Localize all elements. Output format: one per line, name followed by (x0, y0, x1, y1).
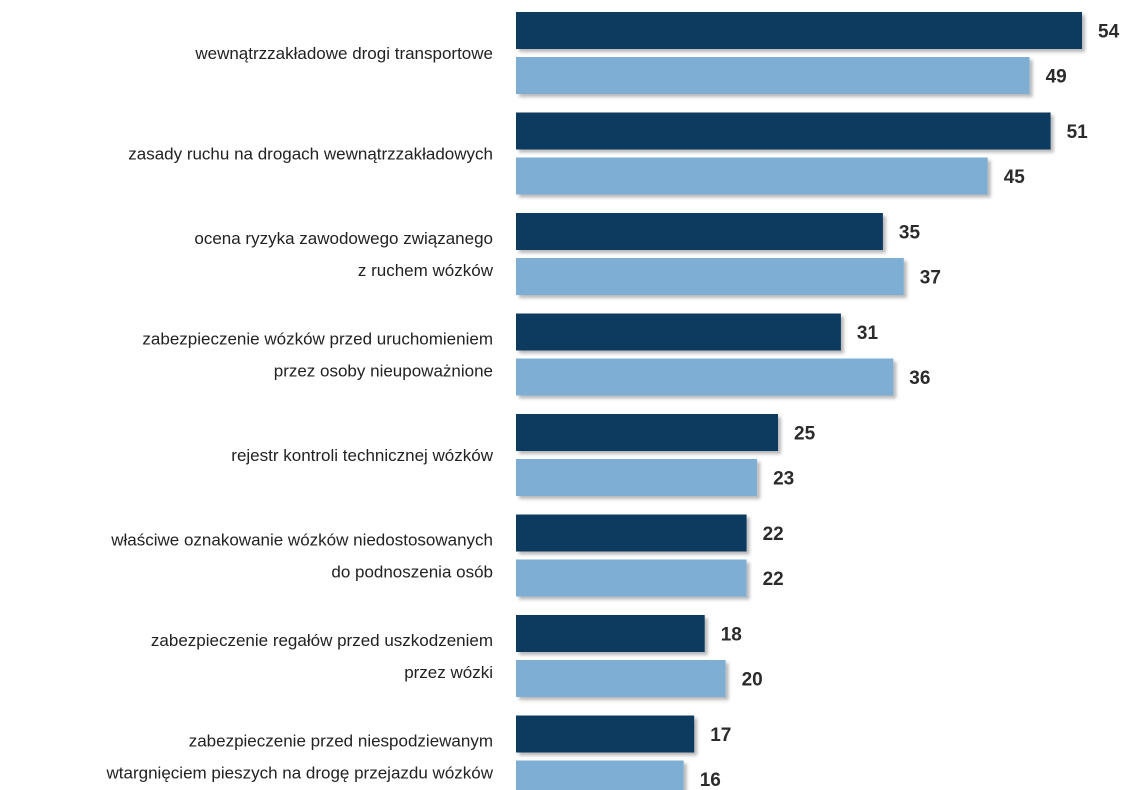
value-label: 45 (1004, 167, 1026, 188)
value-label: 18 (721, 625, 742, 646)
bar-series-1 (516, 313, 841, 351)
category-label: zabezpieczenie regałów przed uszkodzenie… (151, 631, 493, 650)
value-label: 37 (920, 268, 941, 289)
value-label: 54 (1098, 22, 1120, 43)
category-label: rejestr kontroli technicznej wózków (231, 446, 493, 465)
value-label: 17 (710, 725, 731, 746)
value-label: 49 (1046, 67, 1067, 88)
category-label: wtargnięciem pieszych na drogę przejazdu… (106, 764, 494, 783)
category-label: z ruchem wózków (358, 261, 494, 280)
bar-series-2 (516, 660, 726, 697)
bar-series-2 (516, 157, 988, 195)
value-label: 20 (742, 670, 763, 691)
bar-series-2 (516, 358, 894, 396)
value-label: 25 (794, 424, 816, 445)
category-label: przez osoby nieupoważnione (274, 362, 493, 381)
value-labels: 54 49 51 45 35 37 31 36 25 23 22 22 18 20 17 16 (700, 22, 1120, 790)
category-label: zasady ruchu na drogach wewnątrzzakładow… (128, 145, 493, 164)
bars (516, 12, 1082, 790)
bar-series-1 (516, 414, 778, 451)
value-label: 31 (857, 323, 879, 344)
bar-series-2 (516, 57, 1030, 94)
bar-series-1 (516, 615, 705, 652)
bar-series-2 (516, 559, 747, 597)
category-label: wewnątrzzakładowe drogi transportowe (194, 44, 493, 63)
value-label: 51 (1067, 122, 1089, 143)
bar-series-2 (516, 459, 758, 496)
category-label: ocena ryzyka zawodowego związanego (194, 229, 493, 248)
bar-series-1 (516, 213, 883, 250)
value-label: 36 (909, 368, 930, 389)
category-label: zabezpieczenie przed niespodziewanym (189, 732, 493, 751)
bar-series-1 (516, 112, 1051, 150)
value-label: 35 (899, 223, 921, 244)
bar-series-2 (516, 760, 684, 790)
bar-series-1 (516, 514, 747, 552)
bar-series-1 (516, 12, 1082, 49)
value-label: 16 (700, 770, 721, 790)
category-label: do podnoszenia osób (331, 563, 493, 582)
value-label: 23 (773, 469, 794, 490)
bar-series-1 (516, 715, 695, 753)
category-labels: wewnątrzzakładowe drogi transportowe zasa… (106, 44, 494, 783)
category-label: zabezpieczenie wózków przed uruchomienie… (142, 330, 493, 349)
bar-series-2 (516, 258, 904, 295)
category-label: właściwe oznakowanie wózków niedostosowa… (110, 531, 493, 550)
category-label: przez wózki (404, 663, 493, 682)
value-label: 22 (763, 524, 784, 545)
value-label: 22 (763, 569, 784, 590)
